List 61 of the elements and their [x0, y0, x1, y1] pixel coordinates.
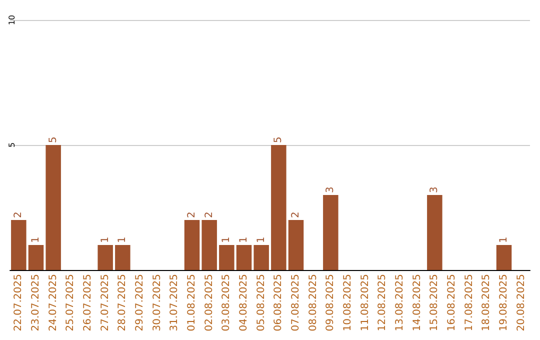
x-tick-label: 04.08.2025 — [238, 274, 250, 332]
x-tick-label: 16.08.2025 — [446, 274, 458, 332]
data-label: 3 — [325, 186, 336, 193]
bar — [11, 220, 26, 270]
data-label: 1 — [100, 236, 111, 243]
x-tick-label: 19.08.2025 — [498, 274, 510, 332]
data-label: 1 — [238, 236, 250, 243]
bar — [202, 220, 217, 270]
bar — [28, 245, 44, 270]
data-label: 2 — [204, 212, 215, 218]
x-tick-label: 28.07.2025 — [117, 274, 128, 332]
bar — [115, 245, 130, 270]
x-tick-label: 25.07.2025 — [65, 274, 76, 332]
bar — [323, 195, 338, 270]
x-tick-label: 07.08.2025 — [290, 274, 302, 332]
data-label: 2 — [186, 212, 198, 218]
data-label: 5 — [273, 136, 284, 143]
x-tick-label: 09.08.2025 — [325, 274, 336, 332]
x-tick-label: 31.07.2025 — [169, 274, 180, 332]
bar — [254, 245, 269, 270]
x-tick-label: 22.07.2025 — [13, 274, 24, 332]
x-tick-label: 15.08.2025 — [429, 274, 440, 332]
x-tick-label: 24.07.2025 — [48, 274, 59, 332]
x-tick-label: 10.08.2025 — [342, 274, 354, 332]
x-tick-label: 13.08.2025 — [394, 274, 406, 332]
data-label: 3 — [429, 186, 440, 193]
x-tick-label: 14.08.2025 — [412, 274, 423, 332]
x-tick-label: 18.08.2025 — [481, 274, 492, 332]
data-label: 1 — [30, 236, 42, 243]
bar — [288, 220, 304, 270]
y-tick-label: 10 — [8, 14, 16, 26]
data-label: 2 — [13, 212, 24, 218]
bar — [98, 245, 113, 270]
x-tick-label: 03.08.2025 — [221, 274, 232, 332]
data-label: 2 — [290, 212, 302, 218]
x-tick-label: 27.07.2025 — [100, 274, 111, 332]
x-tick-label: 29.07.2025 — [134, 274, 146, 332]
bar — [496, 245, 512, 270]
x-tick-label: 08.08.2025 — [308, 274, 319, 332]
x-tick-label: 11.08.2025 — [360, 274, 371, 332]
x-tick-label: 23.07.2025 — [30, 274, 42, 332]
x-tick-label: 02.08.2025 — [204, 274, 215, 332]
bar — [184, 220, 200, 270]
x-tick-label: 05.08.2025 — [256, 274, 267, 332]
data-label: 1 — [221, 236, 232, 243]
data-label: 1 — [498, 236, 510, 243]
data-label: 5 — [48, 136, 59, 143]
bar — [271, 145, 286, 270]
data-label: 1 — [256, 236, 267, 243]
x-tick-label: 26.07.2025 — [82, 274, 94, 332]
x-tick-label: 17.08.2025 — [464, 274, 475, 332]
bar — [236, 245, 252, 270]
x-tick-label: 12.08.2025 — [377, 274, 388, 332]
bar — [219, 245, 234, 270]
x-tick-label: 01.08.2025 — [186, 274, 198, 332]
bar — [46, 145, 61, 270]
x-tick-label: 06.08.2025 — [273, 274, 284, 332]
x-tick-label: 20.08.2025 — [516, 274, 527, 332]
data-label: 1 — [117, 236, 128, 243]
bar — [427, 195, 442, 270]
x-tick-label: 30.07.2025 — [152, 274, 163, 332]
